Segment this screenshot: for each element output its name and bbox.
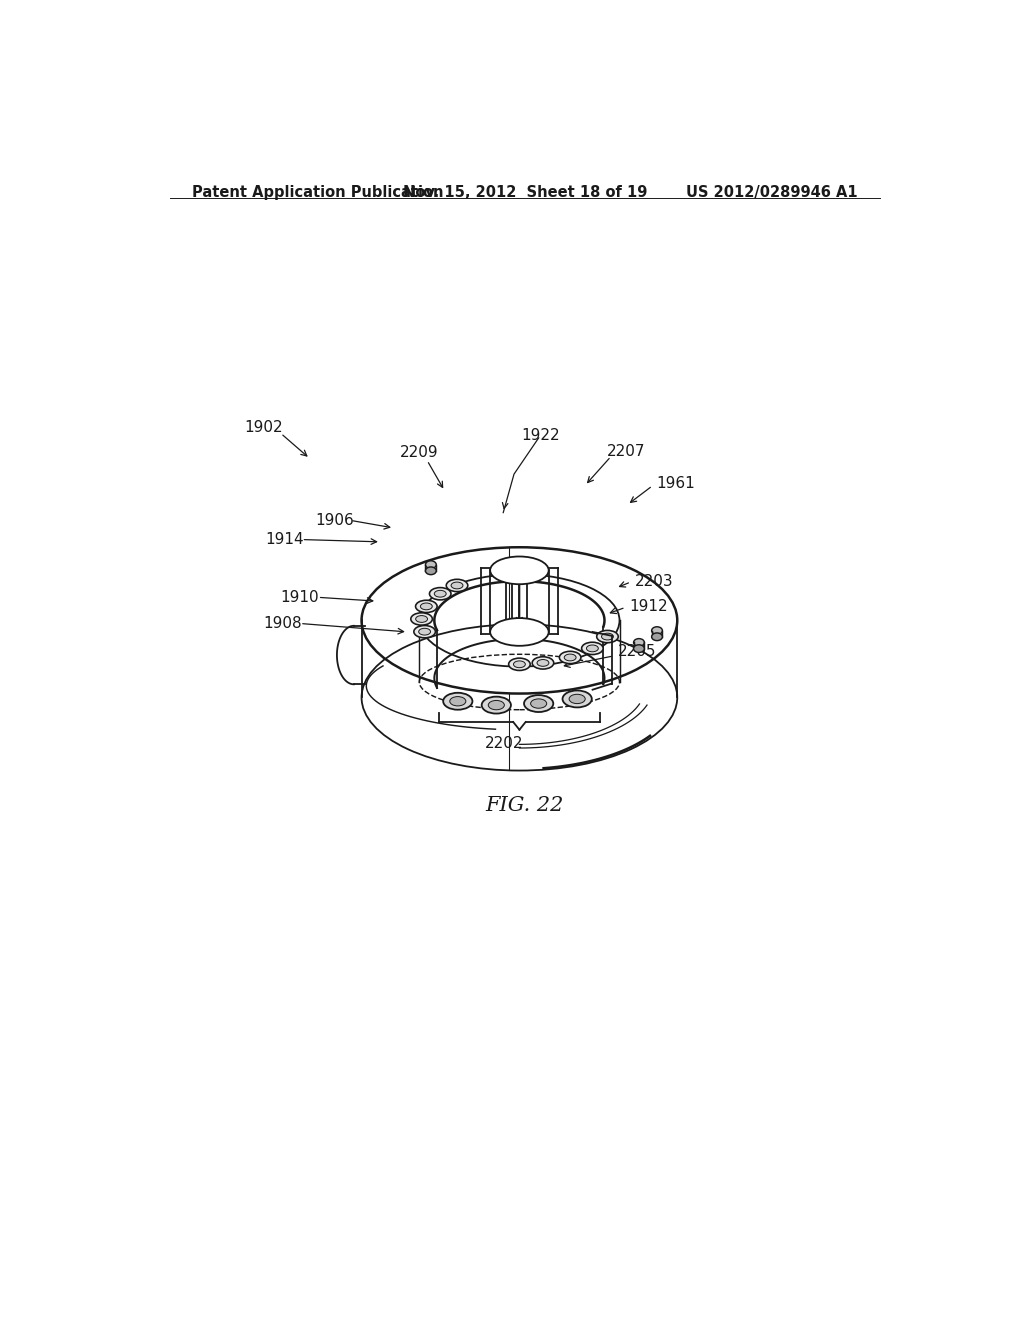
Ellipse shape [490,618,549,645]
Text: 1912: 1912 [630,599,668,614]
Ellipse shape [509,659,530,671]
Text: US 2012/0289946 A1: US 2012/0289946 A1 [686,185,857,201]
Ellipse shape [559,651,581,664]
Text: Nov. 15, 2012  Sheet 18 of 19: Nov. 15, 2012 Sheet 18 of 19 [402,185,647,201]
Ellipse shape [488,701,505,710]
Ellipse shape [429,587,451,599]
Text: 2202: 2202 [484,737,523,751]
Text: 2205: 2205 [617,644,656,659]
Ellipse shape [414,626,435,638]
Text: Patent Application Publication: Patent Application Publication [193,185,443,201]
Text: 2207: 2207 [606,444,645,458]
Text: 1914: 1914 [265,532,304,546]
Ellipse shape [452,582,463,589]
Ellipse shape [513,661,525,668]
Ellipse shape [416,601,437,612]
Ellipse shape [587,645,598,652]
Ellipse shape [597,631,618,643]
Text: 1961: 1961 [656,475,695,491]
Text: 1906: 1906 [315,512,354,528]
Text: 1908: 1908 [263,616,302,631]
Text: 2209: 2209 [400,445,438,461]
Ellipse shape [490,557,549,585]
Ellipse shape [419,628,430,635]
Ellipse shape [426,561,436,569]
Ellipse shape [601,634,613,640]
Ellipse shape [446,579,468,591]
Ellipse shape [434,590,446,597]
Text: 1910: 1910 [281,590,319,605]
Ellipse shape [443,693,472,710]
Ellipse shape [651,627,663,635]
Ellipse shape [569,694,585,704]
Ellipse shape [564,655,577,661]
Ellipse shape [426,568,436,574]
Ellipse shape [411,612,432,626]
Ellipse shape [530,698,547,709]
Ellipse shape [524,696,553,711]
Ellipse shape [634,639,644,647]
Ellipse shape [416,615,428,622]
Text: 1922: 1922 [521,428,560,444]
Ellipse shape [537,660,549,667]
Text: 2203: 2203 [635,574,674,590]
Ellipse shape [421,603,432,610]
Ellipse shape [562,690,592,708]
Text: FIG. 22: FIG. 22 [485,796,564,814]
Text: 1902: 1902 [245,420,284,436]
Ellipse shape [532,657,554,669]
Ellipse shape [481,697,511,714]
Ellipse shape [450,697,466,706]
Ellipse shape [634,644,644,652]
Ellipse shape [651,632,663,640]
Ellipse shape [582,643,603,655]
